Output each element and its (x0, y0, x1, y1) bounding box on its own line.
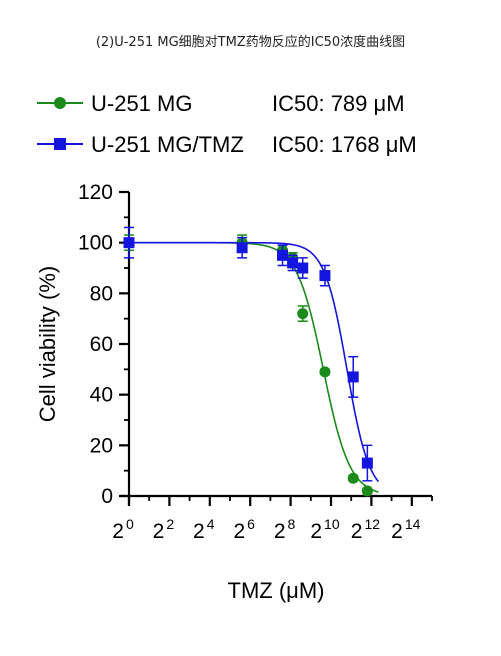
fit-curves (129, 241, 380, 493)
legend-ic50: IC50: 789 μM (272, 91, 405, 116)
data-point-0 (361, 485, 373, 497)
x-axis-label: TMZ (μM) (228, 578, 325, 603)
chart-title: (2)U-251 MG细胞对TMZ药物反应的IC50浓度曲线图 (95, 35, 406, 50)
data-point-1 (297, 262, 309, 274)
x-tick-label: 2 12 (351, 516, 380, 543)
legend-item-0: U-251 MG IC50: 789 μM (37, 91, 405, 116)
legend-marker-u251mg-tmz (54, 138, 66, 150)
y-axis-label: Cell viability (%) (35, 266, 60, 422)
data-point-1 (319, 270, 331, 282)
legend: U-251 MG IC50: 789 μM U-251 MG/TMZ IC50:… (37, 91, 417, 157)
legend-series-name: U-251 MG/TMZ (91, 132, 244, 157)
data-point-0 (319, 366, 331, 378)
data-point-1 (347, 371, 359, 383)
fit-curve-0 (129, 241, 379, 493)
legend-series-name: U-251 MG (91, 91, 192, 116)
y-tick-label: 60 (90, 333, 113, 356)
data-point-0 (297, 308, 309, 320)
data-point-1 (236, 242, 248, 254)
legend-marker-u251mg (54, 97, 66, 109)
data-point-0 (347, 472, 359, 484)
y-tick-label: 100 (78, 232, 113, 255)
legend-item-1: U-251 MG/TMZ IC50: 1768 μM (37, 132, 417, 157)
data-points (123, 226, 373, 497)
data-point-1 (277, 249, 289, 261)
y-tick-label: 0 (101, 485, 113, 508)
x-tick-label: 2 10 (310, 516, 339, 543)
data-point-1 (361, 457, 373, 469)
y-tick-label: 120 (78, 181, 113, 204)
y-tick-label: 20 (90, 434, 113, 457)
y-tick-label: 80 (90, 282, 113, 305)
data-point-1 (123, 237, 135, 249)
legend-ic50: IC50: 1768 μM (272, 132, 417, 157)
y-tick-label: 40 (90, 384, 113, 407)
data-point-1 (287, 257, 299, 269)
fit-curve-1 (129, 241, 380, 483)
x-tick-label: 2 14 (391, 516, 420, 543)
